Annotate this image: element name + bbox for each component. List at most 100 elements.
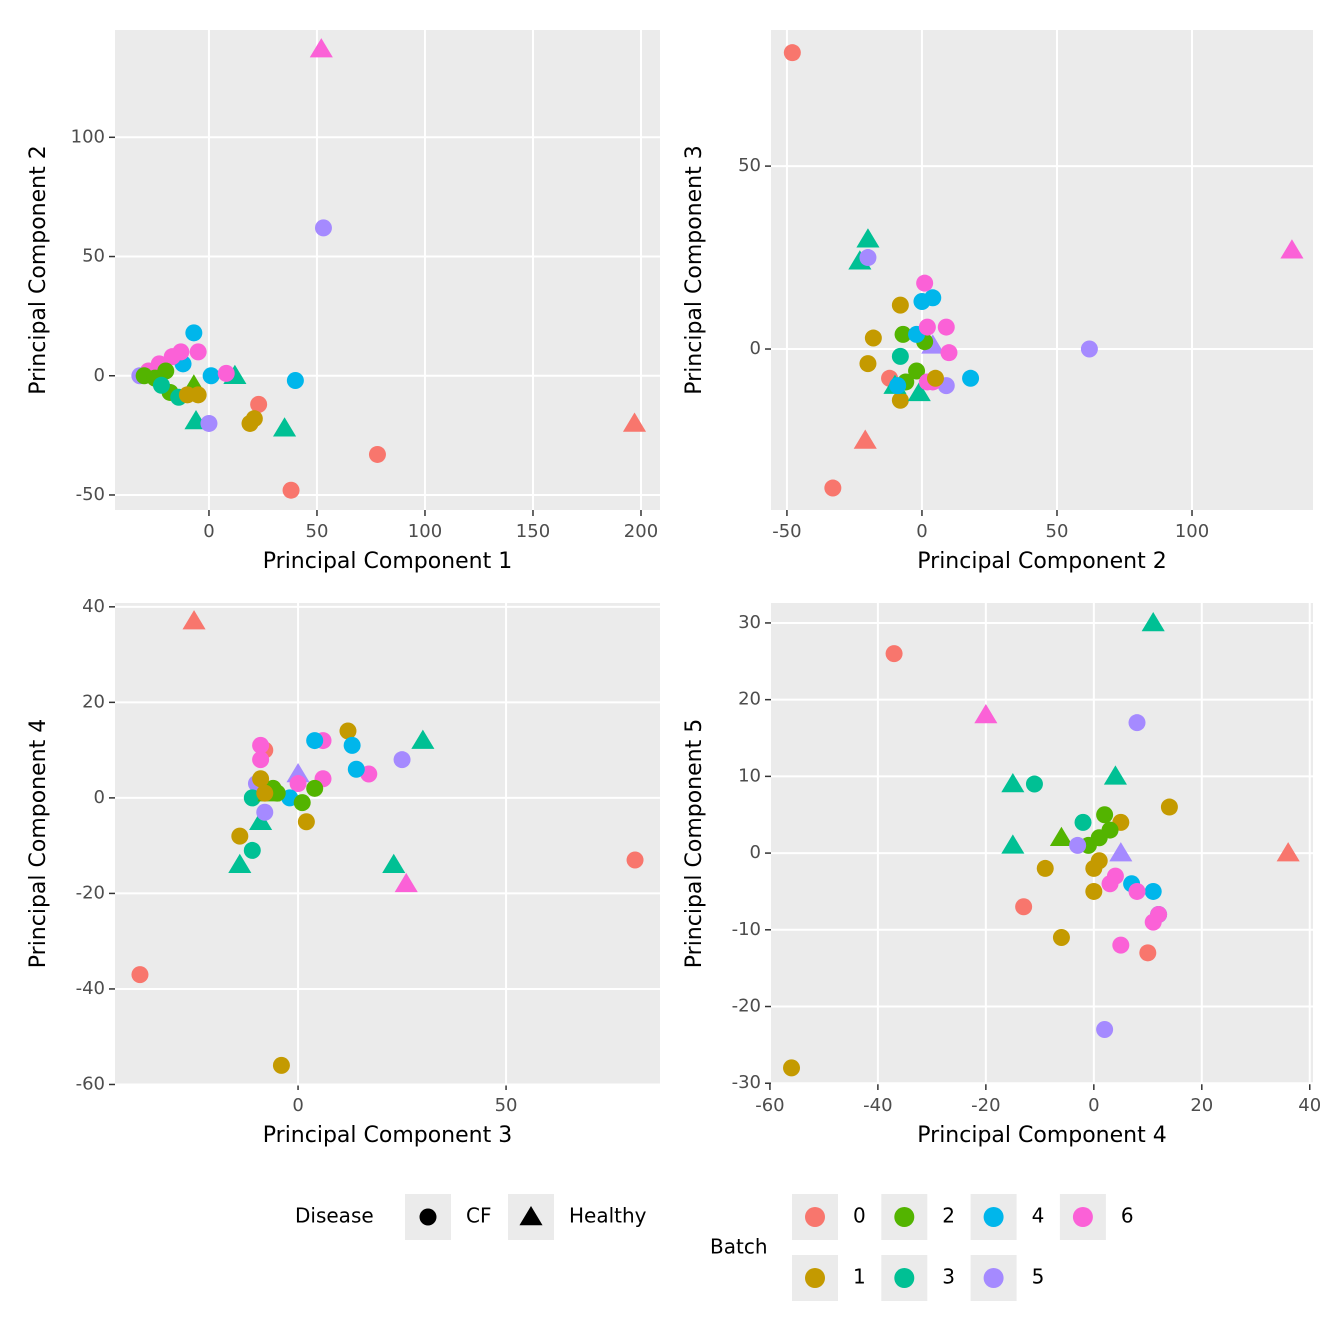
point — [937, 318, 955, 336]
point — [182, 610, 206, 630]
point — [286, 372, 304, 390]
legend-symbol — [805, 1207, 825, 1227]
point — [202, 367, 220, 385]
y-tick-label: 0 — [94, 365, 105, 386]
y-tick-label: 30 — [738, 612, 761, 633]
point — [1144, 882, 1162, 900]
point — [859, 355, 877, 373]
point — [200, 414, 218, 432]
point — [1128, 882, 1146, 900]
x-axis-title: Principal Component 1 — [263, 549, 512, 574]
point — [918, 318, 936, 336]
x-tick-label: -50 — [772, 521, 801, 542]
point — [189, 386, 207, 404]
point — [626, 851, 644, 869]
point — [1085, 859, 1103, 877]
plot-panel — [115, 603, 660, 1084]
point — [382, 853, 406, 874]
x-tick-label: 100 — [1175, 521, 1209, 542]
x-tick-label: 50 — [1046, 521, 1069, 542]
point — [889, 377, 907, 395]
point — [891, 347, 909, 365]
point — [1276, 842, 1300, 862]
point — [250, 395, 268, 413]
point — [1139, 944, 1157, 962]
point — [339, 722, 357, 740]
x-axis-title: Principal Component 4 — [917, 1123, 1166, 1148]
x-tick-label: -40 — [863, 1095, 892, 1116]
y-tick-label: -20 — [732, 996, 761, 1017]
point — [1001, 834, 1025, 854]
plot-panel — [115, 30, 660, 510]
y-tick-label: -50 — [76, 484, 105, 505]
y-tick-label: 100 — [71, 126, 105, 147]
legend-symbol — [1072, 1207, 1093, 1227]
y-tick-label: 50 — [82, 246, 105, 267]
point — [859, 249, 877, 267]
point — [885, 645, 903, 663]
legend-symbol — [519, 1206, 543, 1226]
point — [1112, 936, 1130, 954]
point — [1015, 898, 1033, 916]
point — [783, 44, 801, 62]
point — [394, 872, 418, 893]
point — [252, 770, 270, 788]
point — [891, 296, 909, 314]
point — [1096, 1021, 1114, 1039]
y-axis-title: Principal Component 3 — [682, 145, 707, 394]
point — [856, 228, 880, 248]
point — [824, 479, 842, 497]
plot-panel — [771, 603, 1313, 1084]
y-tick-label: -10 — [732, 919, 761, 940]
point — [1025, 775, 1043, 793]
point — [293, 794, 311, 812]
legend-symbol — [983, 1207, 1004, 1227]
point — [289, 775, 307, 793]
x-tick-label: -20 — [971, 1095, 1000, 1116]
y-tick-label: 50 — [738, 155, 761, 176]
point — [1049, 826, 1073, 846]
legend-label: 0 — [853, 1204, 866, 1228]
point — [1036, 859, 1054, 877]
point — [1074, 813, 1092, 831]
point — [309, 38, 333, 58]
legend-symbol — [894, 1268, 915, 1288]
point — [916, 274, 934, 292]
legend-symbol — [894, 1207, 915, 1227]
point — [163, 348, 181, 366]
point — [1109, 842, 1133, 862]
point — [924, 289, 942, 307]
y-tick-label: 0 — [750, 842, 761, 863]
x-tick-label: 0 — [203, 521, 214, 542]
legend-label: CF — [466, 1204, 491, 1228]
point — [185, 324, 203, 342]
point — [622, 412, 647, 432]
x-tick-label: 150 — [516, 521, 550, 542]
point — [1069, 836, 1087, 854]
point — [256, 803, 274, 821]
point — [228, 853, 252, 874]
point — [231, 827, 249, 845]
point — [907, 381, 931, 402]
point — [252, 736, 270, 754]
x-tick-label: 40 — [1298, 1095, 1321, 1116]
point — [940, 344, 958, 362]
point — [217, 364, 235, 382]
point — [1052, 928, 1070, 946]
point — [273, 417, 297, 437]
point — [783, 1059, 801, 1077]
point — [1128, 714, 1146, 732]
x-tick-label: 200 — [624, 521, 658, 542]
point — [256, 784, 274, 802]
point — [864, 329, 882, 347]
point — [131, 966, 149, 984]
point — [393, 751, 411, 769]
point — [974, 704, 998, 724]
legend-label: 5 — [1032, 1265, 1045, 1289]
point — [411, 729, 435, 749]
x-tick-label: -60 — [755, 1095, 784, 1116]
point — [368, 445, 386, 463]
legend-symbol — [983, 1268, 1004, 1288]
x-tick-label: 20 — [1190, 1095, 1213, 1116]
